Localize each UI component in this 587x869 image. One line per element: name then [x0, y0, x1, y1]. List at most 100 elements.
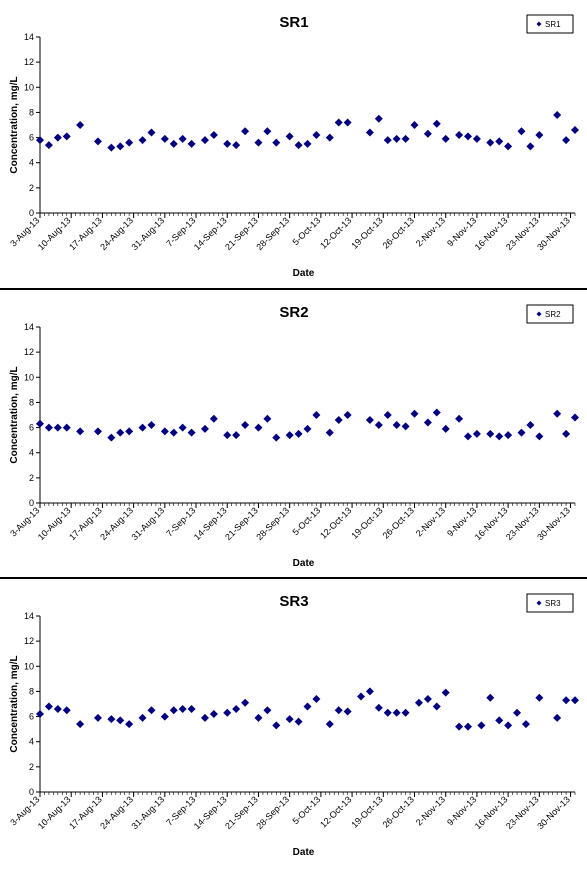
x-tick-label: 16-Nov-13 [473, 794, 510, 831]
x-tick-label: 12-Oct-13 [318, 215, 353, 250]
x-tick-label: 28-Sep-13 [254, 215, 291, 252]
data-point [517, 127, 526, 136]
data-point [495, 137, 504, 146]
x-tick-label: 24-Aug-13 [98, 505, 135, 542]
chart-panel-sr2: SR2 0 2 4 6 8 10 12 14 3-Aug-13 10-Aug-13 17-Aug-13… [0, 289, 587, 578]
x-tick-label: 30-Nov-13 [535, 215, 572, 252]
data-point [285, 132, 294, 141]
x-tick-label: 14-Sep-13 [192, 215, 229, 252]
data-point [169, 706, 178, 715]
data-point [455, 722, 464, 731]
x-tick-label: 26-Oct-13 [381, 215, 416, 250]
data-point [553, 713, 562, 722]
y-tick-label: 6 [29, 133, 34, 143]
y-tick-label: 6 [29, 423, 34, 433]
data-point [495, 716, 504, 725]
chart-svg-sr2: SR2024681012143-Aug-1310-Aug-1317-Aug-13… [8, 304, 579, 569]
y-tick-label: 0 [29, 787, 34, 797]
x-tick-label: 26-Oct-13 [381, 505, 416, 540]
data-point [138, 423, 147, 432]
y-tick-label: 10 [24, 82, 34, 92]
data-point [486, 429, 495, 438]
data-point [303, 424, 312, 433]
data-point [93, 427, 102, 436]
data-point [343, 707, 352, 716]
data-point [477, 721, 486, 730]
x-tick-label: 14-Sep-13 [192, 505, 229, 542]
data-point [160, 712, 169, 721]
y-tick-label: 12 [24, 347, 34, 357]
x-tick-label: 14-Sep-13 [192, 794, 229, 831]
data-point [62, 423, 71, 432]
data-point [464, 132, 472, 141]
data-point [272, 138, 281, 147]
data-point [200, 713, 209, 722]
legend-marker [536, 600, 542, 606]
y-tick-label: 4 [29, 158, 34, 168]
data-point [116, 142, 125, 151]
data-point [44, 702, 53, 711]
data-point [125, 720, 134, 729]
data-point [521, 720, 530, 729]
data-point [535, 432, 544, 441]
data-point [147, 128, 156, 137]
x-tick-label: 12-Oct-13 [318, 794, 353, 829]
data-point [200, 424, 209, 433]
data-point [455, 131, 464, 140]
x-tick-label: 24-Aug-13 [98, 794, 135, 831]
x-tick-label: 17-Aug-13 [67, 794, 104, 831]
data-point [517, 428, 526, 437]
data-point [160, 427, 169, 436]
y-tick-label: 10 [24, 372, 34, 382]
data-point [263, 127, 272, 136]
legend-label: SR1 [545, 20, 561, 29]
x-axis-title: Date [293, 847, 315, 858]
data-point [365, 416, 374, 425]
data-point [187, 705, 196, 714]
x-tick-label: 19-Oct-13 [349, 794, 384, 829]
data-point [325, 720, 334, 729]
data-point [334, 118, 343, 127]
x-tick-label: 26-Oct-13 [381, 794, 416, 829]
y-tick-label: 14 [24, 32, 34, 42]
data-point [93, 137, 102, 146]
data-point [383, 708, 392, 717]
data-point [486, 693, 495, 702]
data-point [392, 708, 401, 717]
data-point [62, 706, 71, 715]
data-point [107, 143, 116, 152]
y-tick-label: 8 [29, 107, 34, 117]
data-point [178, 423, 187, 432]
x-tick-label: 10-Aug-13 [36, 505, 73, 542]
data-point [464, 432, 472, 441]
x-tick-label: 21-Sep-13 [223, 794, 260, 831]
data-point [325, 133, 334, 142]
data-point [504, 721, 513, 730]
data-point [209, 414, 218, 423]
x-tick-label: 21-Sep-13 [223, 505, 260, 542]
x-tick-label: 31-Aug-13 [129, 215, 166, 252]
data-point [374, 114, 383, 123]
data-point [223, 431, 232, 440]
data-point [36, 419, 44, 428]
data-point [357, 692, 365, 701]
data-point [441, 134, 450, 143]
data-point [272, 433, 281, 442]
data-point [107, 715, 116, 724]
data-point [464, 722, 472, 731]
data-point [383, 136, 392, 145]
y-tick-label: 2 [29, 473, 34, 483]
x-tick-label: 31-Aug-13 [129, 794, 166, 831]
data-point [383, 411, 392, 419]
data-point [414, 698, 423, 707]
data-point [504, 431, 513, 440]
data-point [232, 431, 241, 440]
y-axis-title: Concentration, mg/L [9, 655, 20, 752]
legend-marker [536, 21, 542, 27]
data-point [76, 121, 85, 129]
data-point [232, 141, 241, 150]
data-point [374, 421, 383, 430]
data-point [441, 688, 450, 697]
x-tick-label: 5-Oct-13 [290, 794, 322, 826]
y-tick-label: 2 [29, 183, 34, 193]
